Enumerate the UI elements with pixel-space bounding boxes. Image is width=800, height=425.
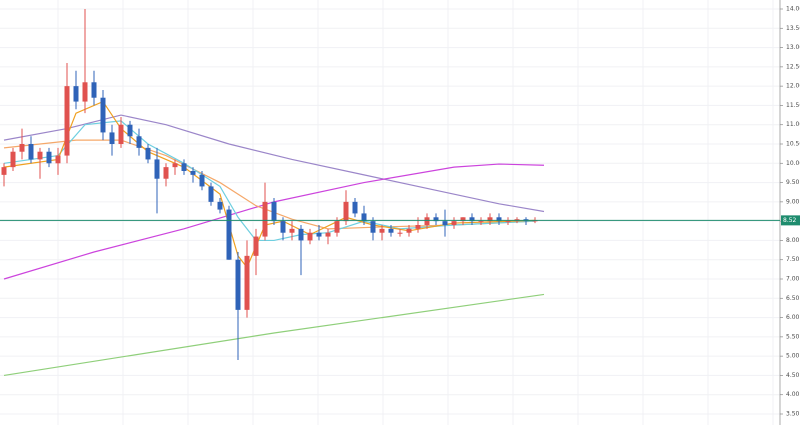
candle-body xyxy=(181,163,187,171)
candle-body xyxy=(163,167,169,179)
y-tick-label: 7.50 xyxy=(786,256,800,263)
moving-average xyxy=(3,163,545,280)
y-tick-label: 4.50 xyxy=(786,372,800,379)
candle-body xyxy=(1,167,7,175)
candle-body xyxy=(100,97,106,133)
candle-body xyxy=(397,232,403,234)
candle-body xyxy=(280,221,286,233)
candle-body xyxy=(127,124,133,137)
candle-body xyxy=(262,201,268,237)
candle-body xyxy=(433,217,439,222)
candle-body xyxy=(82,82,88,102)
y-tick-label: 3.50 xyxy=(786,411,800,418)
candle-body xyxy=(496,217,502,222)
candle-body xyxy=(298,228,304,241)
last-price-tag xyxy=(781,215,800,226)
candle-body xyxy=(424,217,430,225)
last-price-label: 8.52 xyxy=(783,217,797,224)
moving-average xyxy=(3,114,545,213)
y-tick-label: 5.50 xyxy=(786,333,800,340)
candle-body xyxy=(55,155,61,164)
candle-body xyxy=(199,174,205,187)
y-tick-label: 13.50 xyxy=(786,25,800,32)
candle-body xyxy=(73,86,79,102)
candle-body xyxy=(118,124,124,144)
candle-body xyxy=(226,209,232,260)
y-tick-label: 10.00 xyxy=(786,160,800,167)
candle-body xyxy=(91,82,97,98)
candle-body xyxy=(307,232,313,241)
candle-body xyxy=(442,221,448,225)
candle-body xyxy=(244,255,250,310)
candle-body xyxy=(208,186,214,202)
y-tick-label: 9.00 xyxy=(786,198,800,205)
y-tick-label: 5.00 xyxy=(786,353,800,360)
candle-body xyxy=(325,232,331,237)
candle-body xyxy=(406,228,412,233)
candle-body xyxy=(172,163,178,168)
candle-body xyxy=(19,144,25,152)
candle-body xyxy=(145,147,151,160)
candle-body xyxy=(109,132,115,144)
candle-body xyxy=(478,221,484,223)
candle-body xyxy=(469,217,475,222)
candle-body xyxy=(28,144,34,160)
candle-body xyxy=(253,236,259,256)
candle-body xyxy=(37,151,43,160)
y-tick-label: 12.50 xyxy=(786,63,800,70)
candle-body xyxy=(154,159,160,179)
candle-body xyxy=(235,259,241,310)
y-tick-label: 11.00 xyxy=(786,121,800,128)
y-tick-label: 9.50 xyxy=(786,179,800,186)
candle-body xyxy=(415,225,421,229)
candle-body xyxy=(46,151,52,164)
y-tick-label: 11.50 xyxy=(786,102,800,109)
candle-body xyxy=(361,213,367,222)
candle-body xyxy=(460,217,466,222)
candle-body xyxy=(334,221,340,233)
candle-body xyxy=(487,217,493,222)
moving-average xyxy=(3,293,545,377)
candle-body xyxy=(190,171,196,175)
candle-body xyxy=(370,221,376,233)
candle-body xyxy=(271,201,277,222)
candle-body xyxy=(136,136,142,148)
candle-body xyxy=(379,228,385,233)
y-tick-label: 6.00 xyxy=(786,314,800,321)
y-tick-label: 10.50 xyxy=(786,141,800,148)
candle-body xyxy=(289,228,295,233)
candle-body xyxy=(505,221,511,223)
candle-body xyxy=(451,221,457,225)
y-tick-label: 7.00 xyxy=(786,276,800,283)
candle-body xyxy=(388,228,394,233)
y-tick-label: 14.00 xyxy=(786,6,800,13)
candle-body xyxy=(10,151,16,168)
moving-average xyxy=(3,100,536,269)
y-tick-label: 4.00 xyxy=(786,391,800,398)
candle-body xyxy=(217,201,223,210)
y-tick-label: 12.00 xyxy=(786,83,800,90)
candle-body xyxy=(316,232,322,237)
candle-body xyxy=(64,86,70,156)
y-tick-label: 13.00 xyxy=(786,44,800,51)
candle-body xyxy=(343,201,349,222)
y-tick-label: 6.50 xyxy=(786,295,800,302)
moving-average xyxy=(3,139,536,230)
y-tick-label: 8.00 xyxy=(786,237,800,244)
candle-body xyxy=(352,201,358,214)
